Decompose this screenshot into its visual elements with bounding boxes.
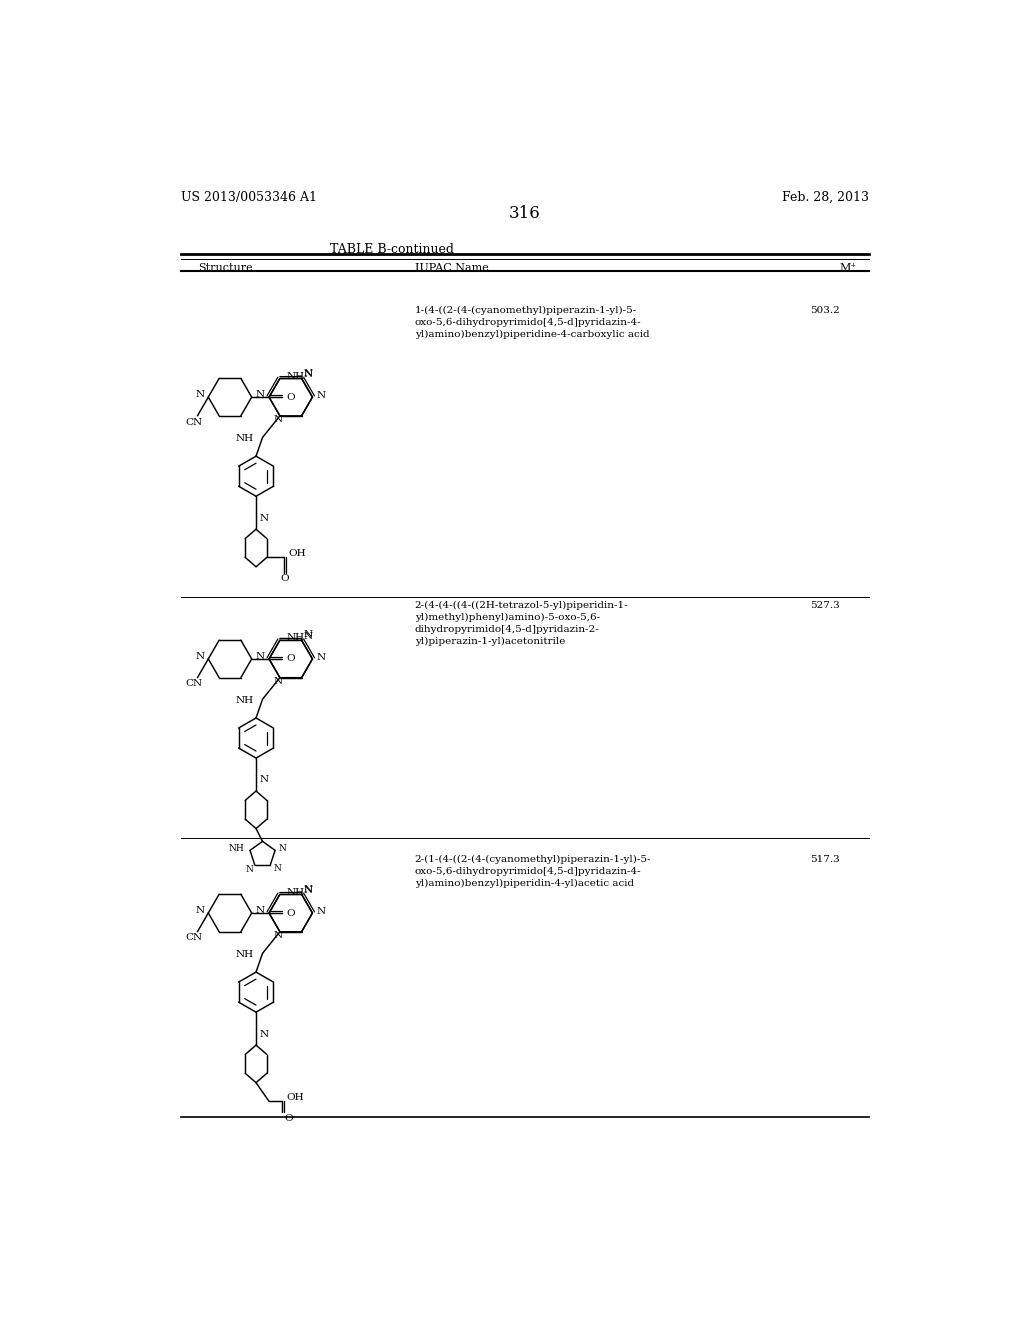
Text: 2-(1-(4-((2-(4-(cyanomethyl)piperazin-1-yl)-5-
oxo-5,6-dihydropyrimido[4,5-d]pyr: 2-(1-(4-((2-(4-(cyanomethyl)piperazin-1-… (415, 855, 651, 888)
Text: NH: NH (228, 845, 244, 853)
Text: N: N (246, 865, 253, 874)
Text: NH: NH (236, 696, 253, 705)
Text: N: N (316, 907, 326, 916)
Text: 517.3: 517.3 (810, 855, 840, 865)
Text: N: N (273, 416, 283, 424)
Text: N: N (273, 677, 283, 686)
Text: CN: CN (185, 417, 203, 426)
Text: N: N (304, 368, 313, 378)
Text: N: N (196, 391, 205, 399)
Text: N: N (196, 652, 205, 661)
Text: N: N (260, 513, 269, 523)
Text: N: N (273, 865, 282, 874)
Text: 527.3: 527.3 (810, 601, 840, 610)
Text: N: N (279, 845, 287, 853)
Text: O: O (287, 392, 295, 401)
Text: M⁺: M⁺ (840, 263, 856, 273)
Text: N: N (260, 775, 269, 784)
Text: TABLE B-continued: TABLE B-continued (330, 243, 454, 256)
Text: 2-(4-(4-((4-((2H-tetrazol-5-yl)piperidin-1-
yl)methyl)phenyl)amino)-5-oxo-5,6-
d: 2-(4-(4-((4-((2H-tetrazol-5-yl)piperidin… (415, 601, 629, 645)
Text: CN: CN (185, 680, 203, 688)
Text: N: N (316, 391, 326, 400)
Text: O: O (280, 573, 289, 582)
Text: CN: CN (185, 933, 203, 942)
Text: Feb. 28, 2013: Feb. 28, 2013 (782, 191, 869, 203)
Text: N: N (260, 1030, 269, 1039)
Text: Structure: Structure (198, 263, 252, 273)
Text: NH: NH (236, 434, 253, 444)
Text: N: N (304, 631, 313, 639)
Text: N: N (196, 907, 205, 915)
Text: US 2013/0053346 A1: US 2013/0053346 A1 (180, 191, 316, 203)
Text: N: N (316, 653, 326, 661)
Text: N: N (273, 931, 283, 940)
Text: O: O (285, 1114, 293, 1123)
Text: IUPAC Name: IUPAC Name (415, 263, 488, 273)
Text: NH: NH (286, 887, 304, 896)
Text: N: N (256, 907, 264, 915)
Text: NH: NH (286, 372, 304, 380)
Text: O: O (287, 908, 295, 917)
Text: OH: OH (288, 549, 306, 558)
Text: N: N (304, 886, 313, 895)
Text: N: N (256, 391, 264, 399)
Text: N: N (304, 632, 313, 640)
Text: NH: NH (236, 950, 253, 960)
Text: N: N (304, 370, 313, 379)
Text: N: N (304, 884, 313, 894)
Text: 1-(4-((2-(4-(cyanomethyl)piperazin-1-yl)-5-
oxo-5,6-dihydropyrimido[4,5-d]pyrida: 1-(4-((2-(4-(cyanomethyl)piperazin-1-yl)… (415, 306, 649, 339)
Text: 503.2: 503.2 (810, 306, 840, 315)
Text: O: O (287, 655, 295, 664)
Text: N: N (256, 652, 264, 661)
Text: 316: 316 (509, 205, 541, 222)
Text: OH: OH (286, 1093, 303, 1102)
Text: NH: NH (286, 634, 304, 643)
